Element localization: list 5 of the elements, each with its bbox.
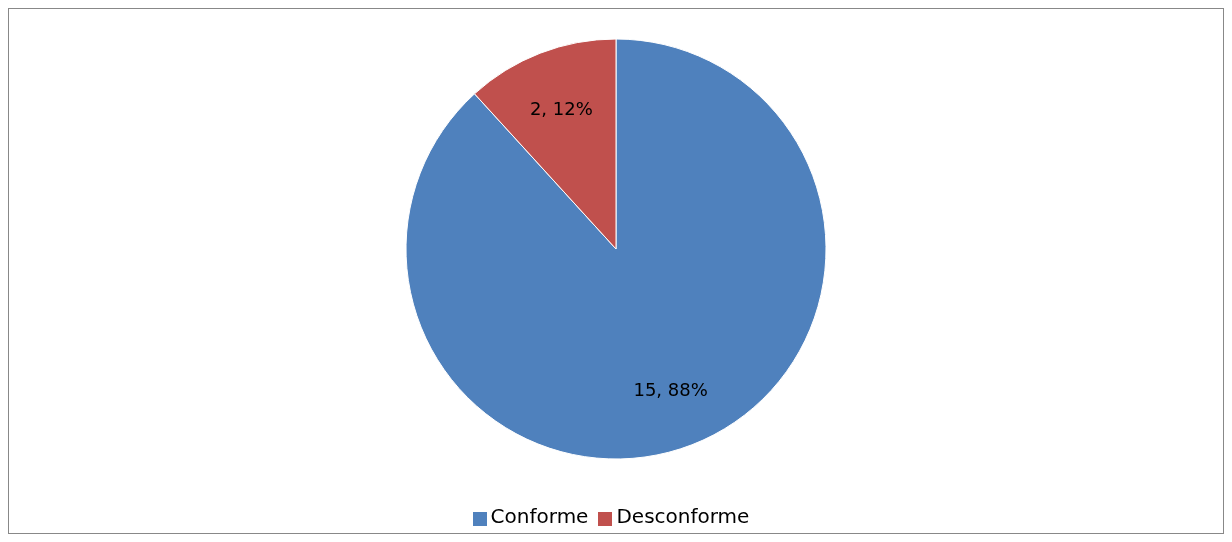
data-label: 2, 12% — [529, 97, 593, 119]
legend-label: Desconforme — [616, 504, 750, 528]
pie-slice — [405, 38, 827, 460]
legend-label: Conforme — [490, 504, 589, 528]
data-label: 15, 88% — [633, 379, 708, 401]
